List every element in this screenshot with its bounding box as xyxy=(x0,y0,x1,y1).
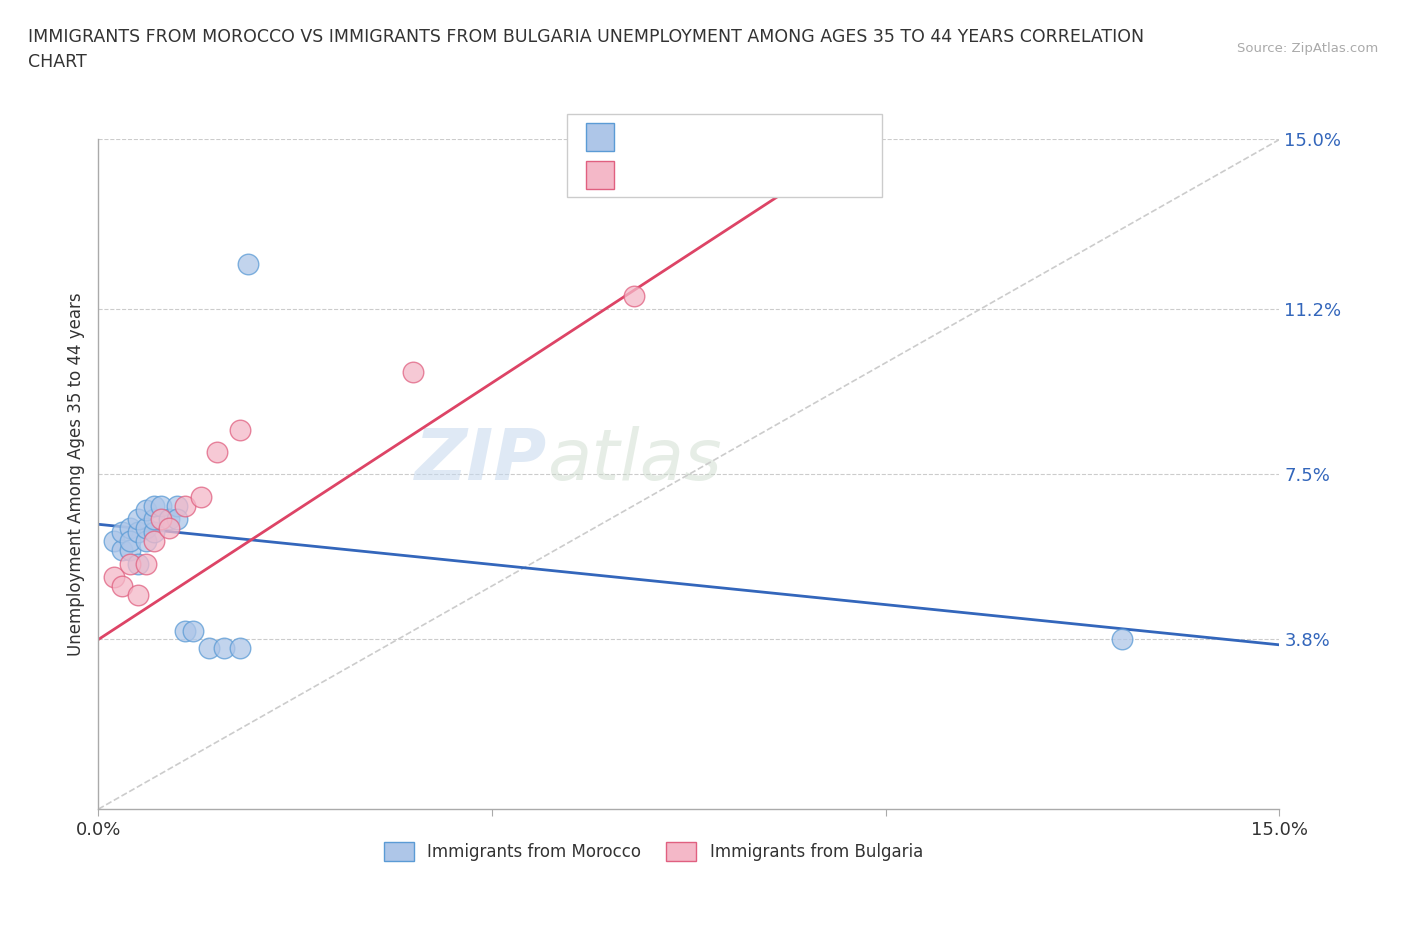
Text: N = 14: N = 14 xyxy=(734,167,790,182)
Point xyxy=(157,512,180,526)
Point xyxy=(103,534,125,549)
Point xyxy=(229,422,252,437)
Point xyxy=(174,623,197,638)
Text: ZIP: ZIP xyxy=(415,427,547,496)
Y-axis label: Unemployment Among Ages 35 to 44 years: Unemployment Among Ages 35 to 44 years xyxy=(66,293,84,656)
Text: R =: R = xyxy=(628,129,664,144)
Point xyxy=(111,525,134,539)
Text: Source: ZipAtlas.com: Source: ZipAtlas.com xyxy=(1237,42,1378,55)
Text: IMMIGRANTS FROM MOROCCO VS IMMIGRANTS FROM BULGARIA UNEMPLOYMENT AMONG AGES 35 T: IMMIGRANTS FROM MOROCCO VS IMMIGRANTS FR… xyxy=(28,28,1144,71)
Point xyxy=(236,257,259,272)
Point xyxy=(174,498,197,513)
Point xyxy=(118,543,141,558)
Point xyxy=(157,521,180,536)
Text: 0.676: 0.676 xyxy=(671,167,716,182)
Point xyxy=(111,543,134,558)
Point xyxy=(127,525,149,539)
Point xyxy=(623,288,645,303)
Point xyxy=(402,365,425,379)
Point xyxy=(118,521,141,536)
Point xyxy=(127,588,149,603)
Point xyxy=(127,512,149,526)
Text: -0.081: -0.081 xyxy=(671,129,723,144)
Point xyxy=(135,521,157,536)
Point xyxy=(229,641,252,656)
Point xyxy=(103,569,125,584)
Point xyxy=(142,512,165,526)
Point xyxy=(142,498,165,513)
Point xyxy=(1111,632,1133,647)
Point xyxy=(190,489,212,504)
Point xyxy=(166,512,188,526)
Point xyxy=(150,512,173,526)
Point xyxy=(127,556,149,571)
Point xyxy=(214,641,236,656)
Point xyxy=(118,534,141,549)
Point xyxy=(181,623,204,638)
Text: N = 26: N = 26 xyxy=(734,129,790,144)
Point xyxy=(205,445,228,459)
Legend: Immigrants from Morocco, Immigrants from Bulgaria: Immigrants from Morocco, Immigrants from… xyxy=(377,835,929,868)
Point xyxy=(118,556,141,571)
Point xyxy=(142,534,165,549)
Point xyxy=(111,578,134,593)
Text: R =: R = xyxy=(628,167,664,182)
Point xyxy=(166,498,188,513)
Text: atlas: atlas xyxy=(547,427,721,496)
Point xyxy=(150,498,173,513)
Point xyxy=(142,525,165,539)
Point xyxy=(197,641,219,656)
Point xyxy=(135,534,157,549)
Point xyxy=(135,556,157,571)
Point xyxy=(135,502,157,517)
